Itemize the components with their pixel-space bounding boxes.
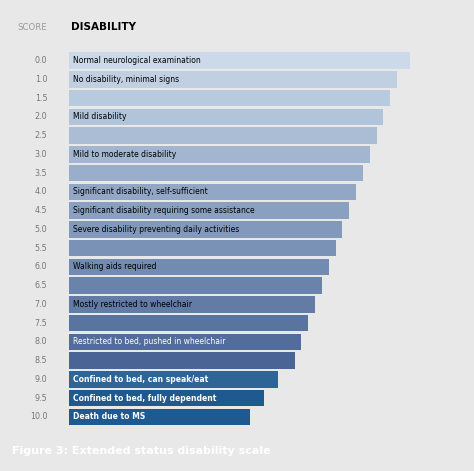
Text: 4.0: 4.0 (35, 187, 47, 196)
Text: Restricted to bed, pushed in wheelchair: Restricted to bed, pushed in wheelchair (73, 337, 225, 346)
Bar (69, 146, 370, 162)
Text: 6.0: 6.0 (35, 262, 47, 271)
Bar (69, 333, 301, 350)
Bar (69, 390, 264, 406)
Text: DISABILITY: DISABILITY (71, 22, 136, 32)
Text: 7.0: 7.0 (35, 300, 47, 309)
Text: 6.5: 6.5 (35, 281, 47, 290)
Text: SCORE: SCORE (18, 23, 47, 32)
Bar (69, 127, 376, 144)
Text: 3.5: 3.5 (35, 169, 47, 178)
Text: Significant disability requiring some assistance: Significant disability requiring some as… (73, 206, 254, 215)
Text: 1.0: 1.0 (35, 75, 47, 84)
Text: Death due to MS: Death due to MS (73, 413, 145, 422)
Bar (69, 409, 250, 425)
Text: 9.5: 9.5 (35, 394, 47, 403)
Text: Severe disability preventing daily activities: Severe disability preventing daily activ… (73, 225, 239, 234)
Text: Normal neurological examination: Normal neurological examination (73, 56, 201, 65)
Text: 10.0: 10.0 (30, 413, 47, 422)
Text: 9.0: 9.0 (35, 375, 47, 384)
Text: 4.5: 4.5 (35, 206, 47, 215)
Bar (69, 240, 336, 256)
Bar (69, 184, 356, 200)
Bar (69, 221, 342, 237)
Text: Figure 3: Extended status disability scale: Figure 3: Extended status disability sca… (12, 446, 271, 456)
Bar (69, 90, 390, 106)
Bar (69, 52, 410, 69)
Bar (69, 277, 322, 294)
Text: 5.5: 5.5 (35, 244, 47, 252)
Text: Mild disability: Mild disability (73, 113, 126, 122)
Text: No disability, minimal signs: No disability, minimal signs (73, 75, 179, 84)
Bar (69, 315, 308, 332)
Bar (69, 296, 315, 313)
Text: Significant disability, self-sufficient: Significant disability, self-sufficient (73, 187, 207, 196)
Text: 5.0: 5.0 (35, 225, 47, 234)
Bar (69, 71, 397, 88)
Bar (69, 165, 363, 181)
Text: Mostly restricted to wheelchair: Mostly restricted to wheelchair (73, 300, 191, 309)
Text: Confined to bed, fully dependent: Confined to bed, fully dependent (73, 394, 216, 403)
Text: Walking aids required: Walking aids required (73, 262, 156, 271)
Text: 0.0: 0.0 (35, 56, 47, 65)
Bar (69, 352, 295, 369)
Bar (69, 259, 329, 275)
Text: 2.0: 2.0 (35, 113, 47, 122)
Text: Mild to moderate disability: Mild to moderate disability (73, 150, 176, 159)
Bar (69, 203, 349, 219)
Text: 3.0: 3.0 (35, 150, 47, 159)
Bar (69, 109, 383, 125)
Bar (69, 371, 278, 388)
Text: 8.0: 8.0 (35, 337, 47, 346)
Text: 7.5: 7.5 (35, 318, 47, 328)
Text: Confined to bed, can speak/eat: Confined to bed, can speak/eat (73, 375, 208, 384)
Text: 2.5: 2.5 (35, 131, 47, 140)
Text: 8.5: 8.5 (35, 356, 47, 365)
Text: 1.5: 1.5 (35, 94, 47, 103)
